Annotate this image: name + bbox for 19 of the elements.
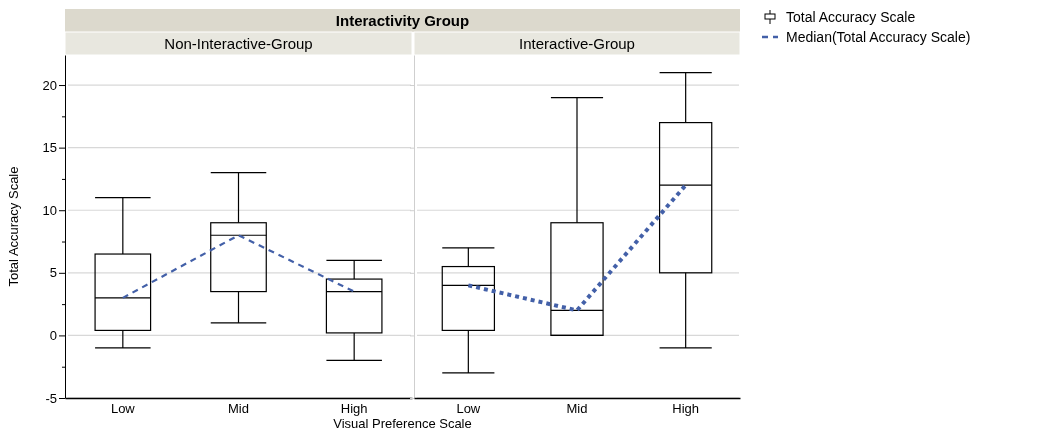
x-tick-label: Low <box>110 400 136 416</box>
x-axis-title: Visual Preference Scale <box>333 416 472 431</box>
legend-label: Median(Total Accuracy Scale) <box>786 29 971 45</box>
chart-subtitle: Interactive-Group <box>519 35 635 52</box>
x-tick-label: High <box>340 400 368 416</box>
y-tick-label: 20 <box>42 77 57 93</box>
y-tick-label: 10 <box>42 202 57 218</box>
legend-label: Total Accuracy Scale <box>786 9 916 25</box>
x-tick-label: High <box>672 400 700 416</box>
y-tick-label: 5 <box>49 265 57 281</box>
x-tick-label: Low <box>456 400 481 416</box>
chart-subtitle: Non-Interactive-Group <box>164 35 313 52</box>
y-tick-label: -5 <box>45 390 57 406</box>
y-tick-label: 15 <box>42 140 57 156</box>
y-tick-label: 0 <box>49 328 57 344</box>
x-tick-label: Mid <box>566 400 588 416</box>
chart-title: Interactivity Group <box>335 12 470 29</box>
x-tick-label: Mid <box>228 400 249 416</box>
y-axis-title: Total Accuracy Scale <box>6 166 21 287</box>
